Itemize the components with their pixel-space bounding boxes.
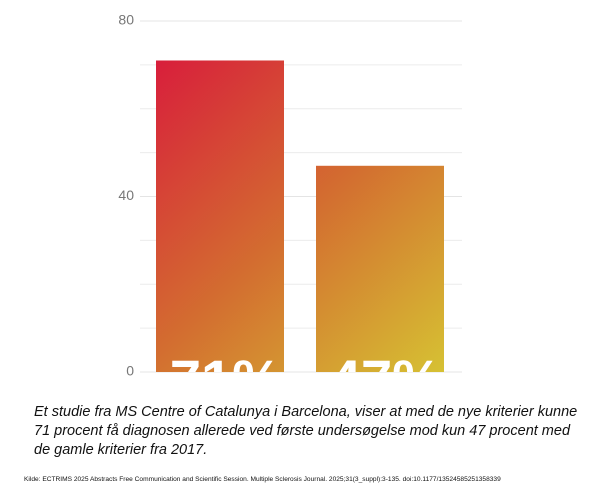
- plot-area: 71% 47%: [156, 60, 444, 400]
- y-tick-label: 0: [126, 363, 134, 379]
- bar: [156, 60, 284, 372]
- value-label: 47%: [330, 348, 442, 400]
- chart: 0 40 80 71% 47%: [118, 12, 462, 400]
- y-tick-label: 40: [118, 187, 134, 203]
- caption: Et studie fra MS Centre of Catalunya i B…: [34, 404, 578, 458]
- bar: [316, 165, 444, 372]
- y-tick-label: 80: [118, 12, 134, 28]
- source-note: Kilde: ECTRIMS 2025 Abstracts Free Commu…: [24, 476, 501, 483]
- value-label: 71%: [170, 348, 282, 400]
